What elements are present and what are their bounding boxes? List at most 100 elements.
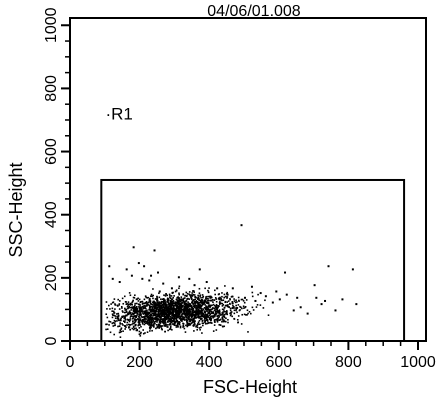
data-point (149, 330, 151, 332)
data-point (184, 319, 186, 321)
data-point (157, 324, 160, 327)
data-point (171, 328, 173, 331)
data-point (163, 305, 165, 307)
data-point (154, 298, 157, 300)
data-point (206, 301, 209, 304)
data-point (144, 306, 146, 308)
data-point (241, 307, 243, 310)
data-point (147, 313, 149, 316)
data-point (129, 324, 131, 326)
data-point (170, 316, 172, 319)
data-point (221, 312, 223, 314)
data-point (150, 313, 153, 316)
data-point (139, 304, 142, 306)
data-point (186, 310, 189, 313)
data-point (153, 312, 156, 315)
data-point (152, 297, 154, 300)
data-point (240, 298, 243, 301)
data-point (195, 312, 198, 315)
data-point (133, 309, 135, 311)
data-point (204, 313, 207, 316)
data-point (203, 310, 206, 312)
data-point (177, 315, 179, 317)
data-point (190, 306, 193, 308)
data-point (134, 311, 137, 314)
data-point (160, 325, 162, 327)
data-point (168, 316, 170, 319)
data-point (120, 317, 122, 320)
data-point (181, 306, 183, 308)
data-point (141, 300, 144, 303)
data-point (105, 301, 108, 303)
data-point (220, 302, 222, 305)
data-point (178, 315, 180, 318)
data-point (178, 285, 181, 288)
data-point (105, 328, 107, 331)
data-point (123, 295, 126, 298)
data-point (174, 307, 176, 310)
data-point (239, 305, 241, 308)
data-point (218, 319, 221, 322)
data-point (156, 303, 158, 306)
data-point (136, 307, 138, 310)
data-point (158, 290, 161, 293)
data-point (215, 310, 218, 313)
data-point (188, 314, 190, 317)
data-point (157, 323, 160, 326)
data-point (158, 301, 161, 303)
data-point (148, 323, 151, 326)
data-point (185, 291, 188, 294)
data-point (154, 311, 156, 314)
data-point (178, 309, 180, 311)
data-point (117, 319, 120, 322)
data-point (150, 310, 152, 312)
data-point (149, 299, 151, 301)
data-point (198, 268, 201, 271)
data-point (215, 312, 218, 315)
data-point (216, 307, 218, 309)
data-point (150, 305, 153, 308)
data-point (201, 299, 204, 301)
data-point (226, 305, 229, 308)
data-point (186, 315, 189, 317)
data-point (125, 268, 128, 271)
y-axis-label: SSC-Height (6, 162, 26, 257)
data-point (153, 321, 156, 324)
data-point (129, 304, 132, 306)
data-point (154, 303, 157, 305)
data-point (145, 315, 147, 318)
data-point (125, 310, 128, 313)
data-point (198, 323, 201, 326)
data-point (205, 319, 208, 321)
data-point (149, 300, 152, 303)
data-point (202, 309, 204, 312)
data-point (164, 317, 166, 319)
data-point (167, 319, 170, 322)
data-point (212, 307, 214, 309)
data-point (162, 319, 165, 321)
data-point (182, 305, 184, 307)
data-point (205, 281, 208, 284)
data-point (173, 306, 175, 309)
data-point (109, 308, 111, 310)
data-point (229, 303, 231, 305)
data-point (189, 312, 191, 315)
data-point (118, 303, 121, 305)
data-point (113, 322, 116, 324)
data-point (207, 322, 210, 324)
data-point (131, 327, 134, 330)
data-point (199, 317, 202, 320)
data-point (204, 321, 206, 323)
data-point (137, 318, 139, 321)
data-point (181, 320, 183, 322)
data-point (182, 317, 185, 320)
data-point (147, 303, 149, 306)
data-point (148, 322, 151, 324)
data-point (175, 314, 178, 316)
data-point (134, 319, 137, 322)
data-point (139, 312, 142, 314)
data-point (163, 324, 166, 327)
data-point (138, 330, 141, 333)
data-point (186, 304, 188, 307)
